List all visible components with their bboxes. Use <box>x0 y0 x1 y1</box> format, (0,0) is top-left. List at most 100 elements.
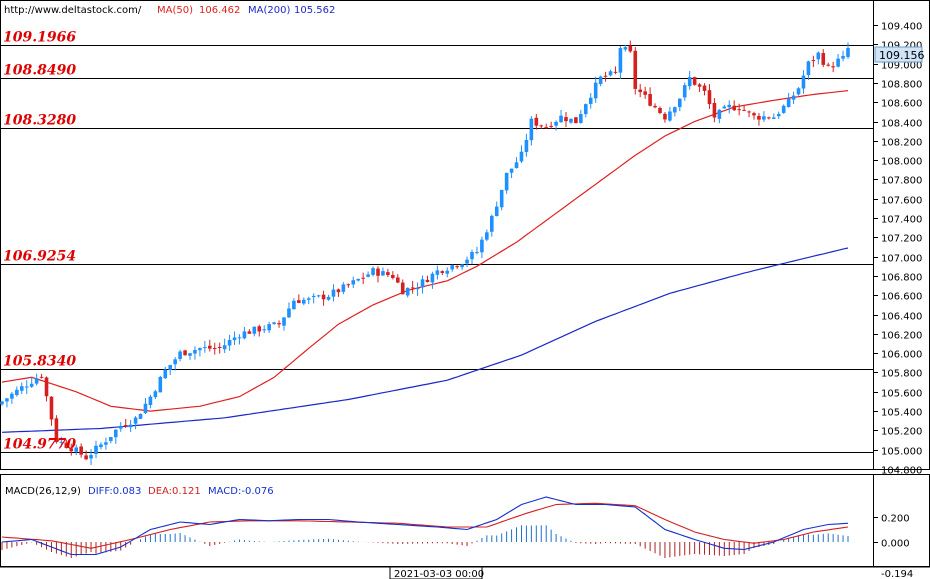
y-tick-label: 106.600 <box>881 292 922 303</box>
candle <box>24 380 29 395</box>
candle <box>465 256 469 268</box>
candle <box>193 346 197 360</box>
candle <box>480 236 484 259</box>
candle <box>282 317 286 331</box>
y-tick-label: 106.200 <box>881 331 922 342</box>
macd-tick-label: -0.194 <box>881 569 913 579</box>
candle <box>499 189 504 211</box>
candle <box>519 145 524 163</box>
candle <box>15 386 19 397</box>
candle <box>425 275 430 283</box>
candle <box>173 357 177 371</box>
candle <box>529 116 534 146</box>
candle <box>687 70 692 90</box>
candle <box>831 61 835 73</box>
candle <box>198 347 202 357</box>
candle <box>272 321 276 325</box>
candle <box>118 421 123 432</box>
candle <box>49 396 54 426</box>
candle <box>178 349 182 362</box>
candle <box>306 296 311 305</box>
candle <box>836 53 840 68</box>
candle <box>148 394 153 409</box>
macd-panel <box>0 474 874 567</box>
candle <box>133 416 138 430</box>
y-tick-label: 104.800 <box>881 466 922 477</box>
price-panel <box>0 0 874 470</box>
candle <box>113 429 118 444</box>
candle <box>183 349 187 356</box>
candle <box>381 267 385 276</box>
candle <box>509 168 514 179</box>
candle <box>247 329 252 334</box>
candle <box>222 338 227 353</box>
candle <box>336 288 341 297</box>
price-axis <box>873 0 930 470</box>
y-tick-label: 106.800 <box>881 273 922 284</box>
candle <box>84 450 88 461</box>
current-price-tag <box>874 46 923 63</box>
candle <box>386 268 390 278</box>
candle <box>727 100 732 114</box>
candle <box>648 87 652 107</box>
candle <box>514 157 519 169</box>
candle <box>564 112 568 128</box>
candle <box>776 111 781 119</box>
candle <box>5 397 9 408</box>
y-tick-label: 106.000 <box>881 350 922 361</box>
candle <box>19 382 24 395</box>
y-tick-label: 108.400 <box>881 119 922 130</box>
macd-tick-label: 0.000 <box>881 539 910 550</box>
candle <box>598 75 603 87</box>
ma50-line <box>1 90 849 412</box>
ma50-label: MA(50) <box>157 5 193 16</box>
candle <box>405 287 410 298</box>
candle <box>188 352 192 360</box>
candle <box>99 442 103 450</box>
candle <box>69 443 74 456</box>
candle <box>673 106 677 117</box>
candle <box>707 84 712 109</box>
candle <box>435 265 440 280</box>
candle <box>34 373 39 386</box>
ma200-label: MA(200) <box>248 5 290 16</box>
candle <box>257 324 262 337</box>
y-tick-label: 105.200 <box>881 427 922 438</box>
candle <box>791 91 796 105</box>
candle <box>806 60 811 80</box>
candle <box>109 436 113 444</box>
candle <box>430 271 435 289</box>
y-tick-label: 107.400 <box>881 215 922 226</box>
candle <box>366 271 370 278</box>
candle <box>415 282 420 296</box>
y-tick-label: 107.800 <box>881 176 922 187</box>
ma200-value: 105.562 <box>294 5 335 16</box>
candle <box>692 76 697 86</box>
current-price-value: 109.156 <box>879 49 925 62</box>
candle <box>212 342 217 355</box>
macd-dea-label: DEA:0.121 <box>148 486 201 497</box>
candle <box>10 391 14 404</box>
candle <box>400 279 405 295</box>
candle <box>781 104 786 114</box>
candle <box>470 249 474 265</box>
y-tick-label: 105.800 <box>881 369 922 380</box>
candle <box>504 172 509 194</box>
candle <box>593 76 598 103</box>
candle <box>420 275 425 294</box>
y-tick-label: 108.200 <box>881 138 922 149</box>
candle <box>123 418 128 428</box>
candle <box>267 321 271 334</box>
candle <box>846 42 850 59</box>
candle <box>440 270 445 276</box>
url-label[interactable]: http://www.deltastock.com/ <box>4 5 142 16</box>
candle <box>643 86 647 99</box>
candle <box>762 111 766 122</box>
time-label: 2021-03-03 00:00 <box>394 569 484 579</box>
candle <box>158 375 163 393</box>
candle <box>168 364 173 375</box>
macd-value-label: MACD:-0.076 <box>208 486 274 497</box>
candle <box>722 104 727 109</box>
candle <box>796 87 801 96</box>
